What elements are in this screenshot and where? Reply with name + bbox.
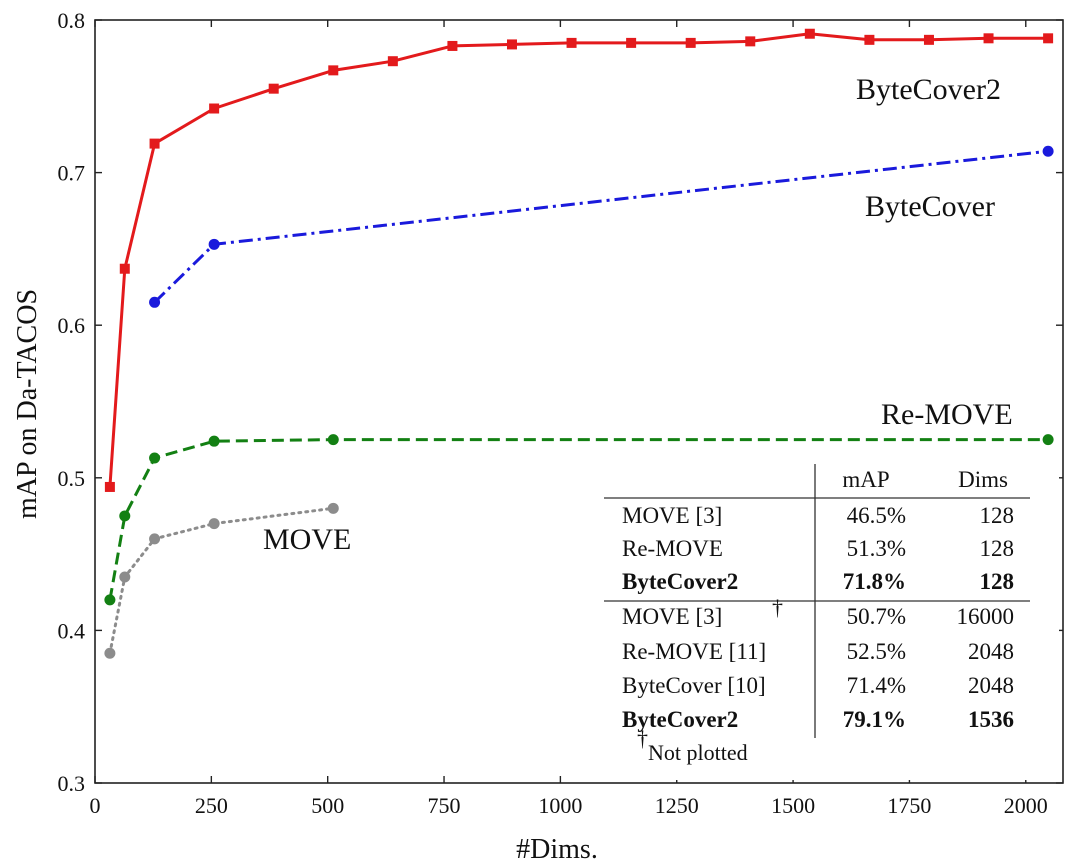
table-cell-dims: 1536 <box>968 707 1014 732</box>
y-axis-title: mAP on Da-TACOS <box>12 289 43 519</box>
table-cell-dims: 128 <box>980 503 1015 528</box>
table-row-label: MOVE [3] <box>622 503 722 528</box>
series-label: Re-MOVE <box>881 398 1013 431</box>
table-cell-map: 79.1% <box>843 707 906 732</box>
y-tick-label: 0.5 <box>58 466 86 491</box>
data-point <box>104 481 115 492</box>
data-point <box>119 510 131 522</box>
table-row-label: Re-MOVE [11] <box>622 639 766 664</box>
table-cell-dims: 2048 <box>968 639 1014 664</box>
data-point <box>119 571 131 583</box>
data-point <box>104 594 116 606</box>
data-point <box>149 138 160 149</box>
data-point <box>149 296 161 308</box>
x-tick-label: 1250 <box>655 793 699 818</box>
y-tick-label: 0.6 <box>58 313 86 338</box>
dagger-mark: † <box>772 595 783 620</box>
data-point <box>506 39 517 50</box>
axes: 0 250 500 750 1000 1250 1500 1750 2000 0.3 0.4 0.5 0… <box>58 8 1064 818</box>
x-tick-label: 0 <box>90 793 101 818</box>
table-row-label: ByteCover2 <box>622 707 738 732</box>
series-line <box>108 32 1049 488</box>
data-point <box>104 647 116 659</box>
table-row-label: MOVE [3] <box>622 604 722 629</box>
data-point <box>804 28 815 39</box>
data-point <box>447 40 458 51</box>
series-label: MOVE <box>263 523 351 556</box>
data-point <box>685 37 696 48</box>
data-point <box>208 238 220 250</box>
data-point <box>149 533 161 545</box>
series-bytecover2 <box>104 28 1054 492</box>
series-line <box>108 438 1049 601</box>
series-move <box>104 502 339 659</box>
x-tick-label: 1750 <box>887 793 931 818</box>
x-tick-label: 1000 <box>538 793 582 818</box>
y-tick-label: 0.3 <box>58 771 86 796</box>
table-cell-dims: 16000 <box>957 604 1015 629</box>
table-cell-dims: 128 <box>980 536 1015 561</box>
data-point <box>208 518 220 530</box>
data-point <box>209 103 220 114</box>
plot-area: ByteCover2 ByteCover Re-MOVE MOVE <box>104 28 1054 659</box>
x-tick-label: 250 <box>195 793 228 818</box>
x-tick-label: 500 <box>311 793 344 818</box>
table-header-map: mAP <box>842 467 889 492</box>
x-tick-label: 2000 <box>1004 793 1048 818</box>
table-cell-map: 52.5% <box>847 639 906 664</box>
data-point <box>1043 33 1054 44</box>
axes-frame <box>94 19 1064 784</box>
data-point <box>1042 434 1054 446</box>
x-axis-title: #Dims. <box>516 834 598 865</box>
table-cell-map: 50.7% <box>847 604 906 629</box>
data-point <box>983 33 994 44</box>
series-re-move <box>104 434 1054 606</box>
table-row-label: Re-MOVE <box>622 536 723 561</box>
data-point <box>923 34 934 45</box>
data-point <box>327 502 339 514</box>
table-cell-dims: 2048 <box>968 673 1014 698</box>
data-point <box>119 263 130 274</box>
footnote-text: Not plotted <box>648 740 748 765</box>
x-tick-label: 750 <box>428 793 461 818</box>
data-point <box>745 36 756 47</box>
data-point <box>149 452 161 464</box>
table-row-label: ByteCover [10] <box>622 673 766 698</box>
data-point <box>268 83 279 94</box>
data-point <box>864 34 875 45</box>
table-cell-map: 71.8% <box>843 569 906 594</box>
x-tick-label: 1500 <box>771 793 815 818</box>
table-header-dims: Dims <box>958 467 1008 492</box>
y-tick-label: 0.8 <box>58 8 86 33</box>
series-label: ByteCover <box>865 190 995 223</box>
table-row-label: ByteCover2 <box>622 569 738 594</box>
table-cell-map: 46.5% <box>847 503 906 528</box>
table-cell-map: 51.3% <box>847 536 906 561</box>
data-point <box>208 435 220 447</box>
data-point <box>327 434 339 446</box>
series-bytecover <box>149 145 1054 308</box>
inset-table: mAP Dims MOVE [3] 46.5% 128 Re-MOVE 51.3% 128 By… <box>604 462 1059 780</box>
table-cell-dims: 128 <box>980 569 1015 594</box>
y-tick-label: 0.7 <box>58 161 86 186</box>
data-point <box>328 65 339 76</box>
table-cell-map: 71.4% <box>847 673 906 698</box>
series-label: ByteCover2 <box>856 73 1001 106</box>
data-point <box>626 37 637 48</box>
footnote-dagger: † <box>637 726 648 751</box>
data-point <box>387 56 398 67</box>
data-point <box>566 37 577 48</box>
table-background <box>604 462 1059 780</box>
data-point <box>1042 145 1054 157</box>
y-tick-label: 0.4 <box>58 618 86 643</box>
